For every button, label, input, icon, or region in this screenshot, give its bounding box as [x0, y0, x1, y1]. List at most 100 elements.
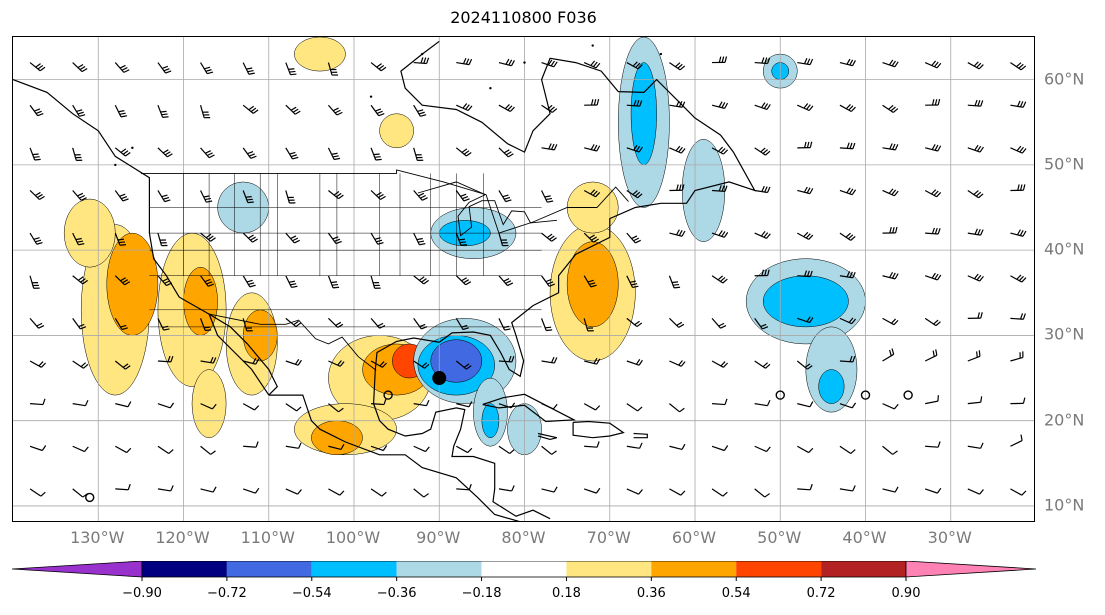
- us-mexico-border: [209, 313, 377, 371]
- wind-barb: [797, 401, 814, 408]
- wind-barb: [754, 231, 771, 239]
- wind-barb: [754, 399, 771, 407]
- wind-barb: [669, 229, 686, 237]
- wind-barb: [669, 443, 686, 450]
- wind-barb: [626, 403, 643, 412]
- wind-barb: [498, 232, 509, 247]
- wind-barb: [541, 275, 556, 287]
- wind-barb: [370, 445, 388, 452]
- island-outline: [421, 52, 424, 56]
- anomaly-contour: [191, 369, 227, 438]
- island-outline: [523, 61, 526, 64]
- wind-barb: [882, 143, 899, 151]
- longitude-label: 50°W: [757, 528, 802, 547]
- wind-barb: [327, 275, 340, 289]
- wind-barb: [797, 270, 813, 278]
- colorbar-tick-label: 0.18: [551, 586, 581, 601]
- wind-barb: [626, 61, 643, 70]
- wind-barb: [285, 62, 297, 76]
- wind-barb: [754, 360, 771, 369]
- wind-barb: [242, 487, 260, 494]
- wind-barb: [839, 271, 856, 279]
- wind-barb: [584, 99, 600, 106]
- wind-barb: [413, 275, 429, 285]
- wind-barb: [541, 486, 558, 493]
- longitude-label: 110°W: [240, 528, 295, 547]
- colorbar-segment: [226, 561, 312, 577]
- wind-barb: [200, 232, 216, 242]
- island-outline: [591, 44, 594, 47]
- latitude-label: 60°N: [1044, 69, 1085, 89]
- colorbar-segment: [736, 561, 822, 577]
- wind-barb: [839, 485, 856, 492]
- longitude-label: 90°W: [416, 528, 461, 547]
- wind-barb: [72, 360, 89, 369]
- wind-barb: [29, 147, 41, 161]
- wind-barb: [243, 357, 260, 365]
- wind-barb: [498, 58, 515, 67]
- wind-barb: [114, 360, 131, 370]
- island-outline: [131, 146, 134, 150]
- wind-barb: [285, 403, 302, 412]
- wind-barb: [114, 104, 128, 118]
- colorbar-segment: [311, 561, 397, 577]
- longitude-label: 120°W: [155, 528, 210, 547]
- wind-barb: [541, 403, 558, 410]
- wind-barb: [114, 318, 128, 331]
- wind-barb: [626, 144, 643, 153]
- wind-barb: [370, 317, 386, 329]
- map-panel[interactable]: [12, 36, 1035, 522]
- wind-barb: [498, 402, 516, 409]
- wind-barb: [327, 232, 342, 245]
- wind-barb: [413, 399, 430, 407]
- calm-wind-marker: [860, 390, 871, 400]
- wind-barb: [72, 190, 87, 201]
- wind-barb: [328, 403, 344, 413]
- anomaly-contour: [183, 266, 218, 336]
- wind-barb: [669, 100, 686, 108]
- wind-barb: [1010, 397, 1026, 405]
- wind-barb: [797, 103, 814, 112]
- wind-barb: [370, 360, 388, 368]
- wind-barb: [157, 232, 168, 247]
- wind-barb: [413, 147, 424, 161]
- wind-barb: [669, 403, 685, 413]
- wind-barb: [924, 189, 942, 198]
- wind-barb: [1010, 434, 1023, 447]
- anomaly-contour: [630, 62, 657, 166]
- wind-barb: [882, 271, 899, 280]
- wind-barb: [626, 488, 643, 495]
- wind-barb: [1010, 100, 1027, 108]
- wind-barb: [498, 355, 515, 363]
- map-canvas: [13, 37, 1034, 521]
- wind-barb: [541, 59, 558, 68]
- wind-barb: [327, 62, 339, 76]
- wind-barb: [1010, 184, 1026, 192]
- colorbar-tick-label: −0.72: [206, 586, 247, 601]
- wind-barb: [1010, 351, 1024, 362]
- wind-barb: [157, 104, 169, 118]
- colorbar-segment: [651, 561, 737, 577]
- anomaly-contour: [818, 369, 845, 404]
- wind-barb: [754, 185, 771, 194]
- wind-barb: [285, 147, 299, 160]
- wind-barb: [925, 441, 941, 448]
- wind-barb: [797, 483, 813, 491]
- colorbar-extend-min: [12, 561, 143, 578]
- wind-barb: [1010, 229, 1027, 237]
- wind-barb: [498, 190, 512, 203]
- wind-barb: [711, 360, 729, 368]
- colorbar-tick-label: 0.90: [891, 586, 921, 601]
- longitude-label: 60°W: [671, 528, 717, 547]
- wind-barb: [882, 348, 895, 362]
- wind-barb: [157, 402, 175, 409]
- wind-barb: [882, 445, 898, 455]
- wind-barb: [327, 104, 343, 116]
- wind-barb: [242, 104, 259, 114]
- colorbar-tick-label: −0.90: [122, 586, 162, 601]
- latitude-label: 10°N: [1044, 495, 1085, 515]
- wind-barb: [413, 190, 428, 201]
- wind-barb: [754, 488, 770, 498]
- wind-barb: [882, 226, 898, 234]
- wind-barb: [967, 350, 981, 362]
